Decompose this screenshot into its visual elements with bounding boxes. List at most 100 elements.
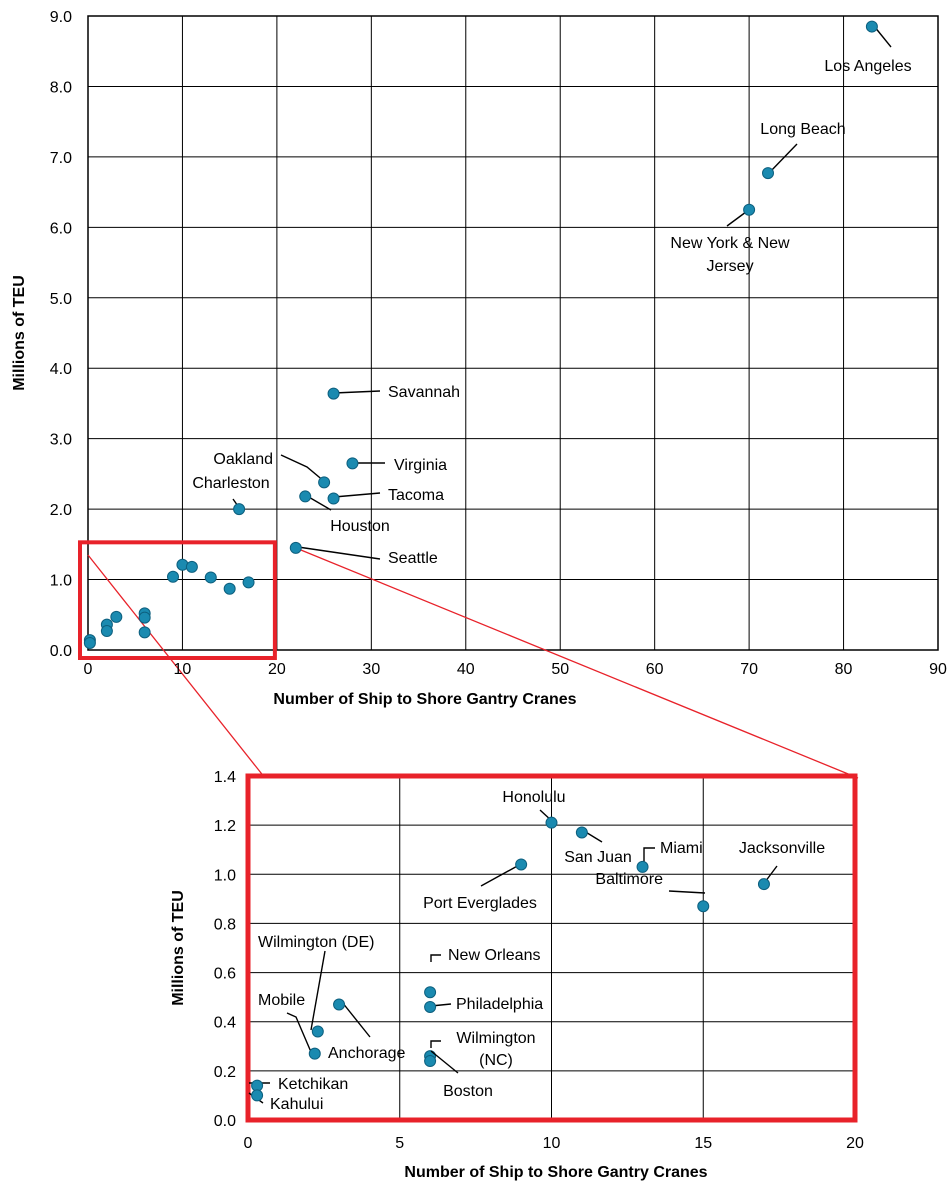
y-tick-label: 1.2 <box>214 818 236 835</box>
label-leader-line <box>430 1040 441 1048</box>
point-label: Honolulu <box>502 789 565 806</box>
point-label: Charleston <box>192 475 269 492</box>
y-axis-title: Millions of TEU <box>170 890 187 1006</box>
data-point <box>308 1047 321 1060</box>
label-leader-line <box>341 1001 371 1038</box>
data-point <box>545 816 558 829</box>
x-tick-label: 90 <box>929 661 947 678</box>
point-label: Miami <box>660 840 703 857</box>
data-point <box>327 492 340 505</box>
data-point <box>83 636 96 649</box>
data-point <box>299 490 312 503</box>
x-tick-label: 5 <box>395 1135 404 1152</box>
label-leader-line <box>333 390 381 394</box>
zoom-connector-left <box>87 554 266 779</box>
point-label: Ketchikan <box>278 1076 348 1093</box>
y-tick-label: 8.0 <box>50 79 72 96</box>
x-tick-label: 80 <box>835 661 853 678</box>
data-point <box>100 624 113 637</box>
y-tick-label: 0.4 <box>214 1015 236 1032</box>
zoom-highlight-box <box>78 540 277 660</box>
data-point <box>424 1000 437 1013</box>
point-label: Boston <box>443 1083 493 1100</box>
x-tick-label: 40 <box>457 661 475 678</box>
point-label: Anchorage <box>328 1045 405 1062</box>
data-point <box>762 167 774 180</box>
zoom-connector-right <box>295 547 859 779</box>
point-label: Houston <box>330 518 390 535</box>
y-tick-label: 0.0 <box>214 1113 236 1130</box>
x-tick-label: 30 <box>362 661 380 678</box>
data-point <box>424 986 437 999</box>
x-tick-label: 10 <box>543 1135 561 1152</box>
x-tick-label: 50 <box>551 661 569 678</box>
data-point <box>311 1025 324 1038</box>
data-point <box>333 998 346 1011</box>
data-point <box>138 611 151 624</box>
y-tick-label: 6.0 <box>50 220 72 237</box>
data-point <box>167 570 179 583</box>
label-leader-line <box>297 546 381 560</box>
y-tick-label: 3.0 <box>50 432 72 449</box>
data-point <box>251 1089 264 1102</box>
label-leader-line <box>768 143 798 174</box>
data-point <box>242 576 255 589</box>
y-tick-label: 0.2 <box>214 1064 236 1081</box>
y-tick-label: 1.0 <box>50 573 72 590</box>
point-label: Baltimore <box>595 871 663 888</box>
data-point <box>138 626 151 639</box>
y-tick-label: 5.0 <box>50 291 72 308</box>
y-tick-label: 7.0 <box>50 150 72 167</box>
y-axis-title: Millions of TEU <box>11 275 28 391</box>
y-tick-label: 2.0 <box>50 502 72 519</box>
data-point <box>757 878 770 891</box>
data-point <box>185 560 198 573</box>
label-leader-line <box>306 495 332 511</box>
y-tick-label: 0.6 <box>214 966 236 983</box>
point-label: Virginia <box>394 457 447 474</box>
data-point <box>743 203 756 216</box>
data-point <box>424 1055 437 1068</box>
label-leader-line <box>668 890 706 894</box>
data-point <box>289 541 302 554</box>
point-label: Philadelphia <box>456 996 543 1013</box>
y-tick-label: 4.0 <box>50 361 72 378</box>
label-leader-line <box>430 954 441 962</box>
point-label: New York & New Jersey <box>670 235 790 275</box>
x-tick-label: 20 <box>846 1135 864 1152</box>
label-leader-line <box>480 863 522 887</box>
label-leader-line <box>310 950 326 1031</box>
data-point <box>697 900 710 913</box>
data-point <box>327 387 340 400</box>
point-label: Port Everglades <box>423 895 537 912</box>
point-label: Oakland <box>213 451 273 468</box>
main-chart: Los Angeles Long Beach New York & New Jerse… <box>78 15 939 779</box>
point-label: Long Beach <box>760 121 845 138</box>
point-label: Savannah <box>388 384 460 401</box>
data-point <box>223 582 236 595</box>
y-tick-label: 1.0 <box>214 867 236 884</box>
x-tick-label: 70 <box>740 661 758 678</box>
point-label: New Orleans <box>448 947 540 964</box>
y-tick-label: 9.0 <box>50 9 72 26</box>
label-leader-line <box>643 847 655 866</box>
y-tick-label: 1.4 <box>214 769 236 786</box>
point-label: Tacoma <box>388 487 444 504</box>
x-tick-label: 15 <box>694 1135 712 1152</box>
label-leader-line <box>430 1050 459 1074</box>
data-point <box>515 858 528 871</box>
plot-frame <box>87 15 939 651</box>
x-tick-label: 10 <box>174 661 192 678</box>
x-tick-label: 20 <box>268 661 286 678</box>
data-point <box>636 860 649 873</box>
data-point <box>110 610 123 623</box>
y-tick-label: 0.8 <box>214 916 236 933</box>
x-tick-label: 60 <box>646 661 664 678</box>
point-label: Los Angeles <box>824 58 911 75</box>
data-point <box>233 503 246 516</box>
zoom-chart: Honolulu San Juan Port Everglades Miami Jack… <box>245 773 858 1123</box>
label-leader-line <box>286 1012 312 1053</box>
zoom-frame <box>245 773 858 1123</box>
